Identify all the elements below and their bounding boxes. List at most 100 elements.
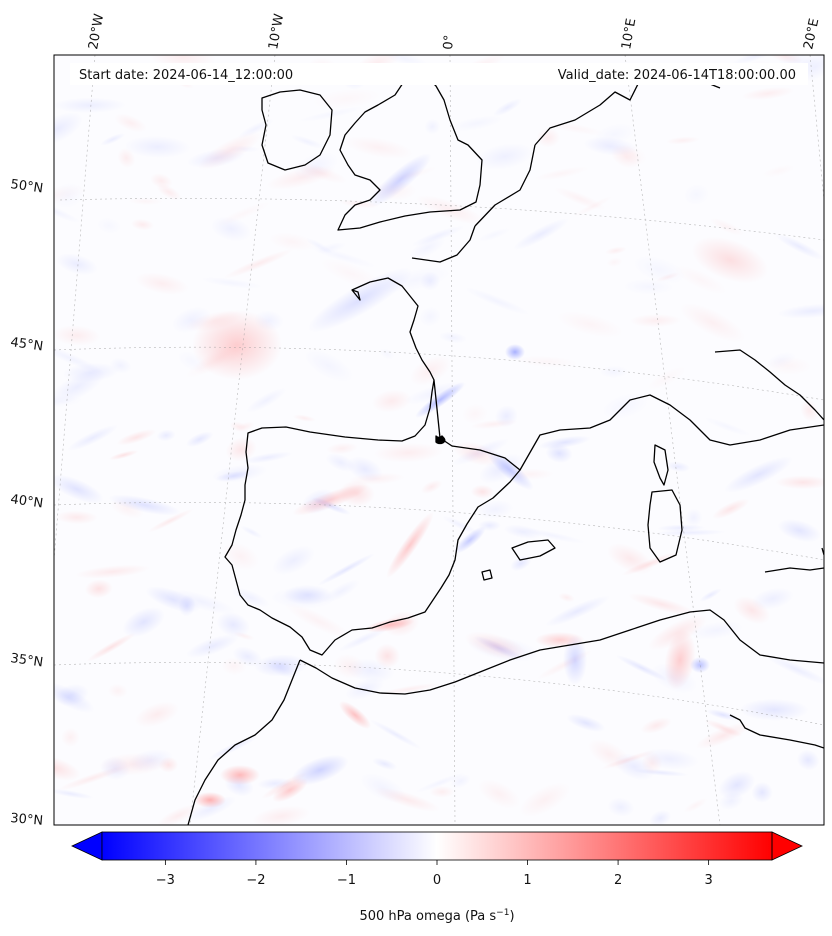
omega-anomaly [470, 484, 495, 499]
omega-anomaly [291, 754, 349, 786]
north-africa-coastline [299, 609, 824, 695]
omega-anomaly [536, 127, 561, 148]
omega-anomaly [665, 136, 700, 145]
omega-anomaly [123, 135, 191, 159]
omega-anomaly [216, 201, 271, 226]
omega-anomaly [127, 197, 163, 205]
omega-anomaly [533, 166, 590, 181]
lat-label-30n: 30°N [10, 811, 44, 829]
omega-anomaly [684, 508, 703, 527]
omega-anomaly [420, 479, 443, 494]
omega-anomaly [185, 431, 214, 447]
omega-anomaly [245, 387, 287, 413]
omega-anomaly [656, 272, 680, 282]
omega-anomaly [408, 236, 446, 260]
omega-anomaly [96, 217, 122, 235]
omega-anomaly [107, 683, 128, 699]
omega-anomaly [156, 429, 176, 442]
omega-anomaly [386, 511, 434, 579]
omega-anomaly [690, 657, 710, 673]
iberia-coastline [224, 379, 521, 656]
omega-anomaly [765, 654, 824, 686]
map-panel [54, 55, 824, 825]
omega-anomaly [268, 232, 316, 252]
omega-anomaly [317, 553, 376, 586]
omega-anomaly [67, 424, 119, 452]
omega-anomaly [461, 403, 488, 425]
omega-anomaly [359, 772, 407, 804]
colorbar-title: 500 hPa omega (Pa s−1) [359, 908, 514, 924]
omega-anomaly [252, 805, 310, 825]
omega-anomaly [374, 643, 401, 669]
omega-anomaly [157, 804, 199, 825]
sardinia-coastline [647, 489, 683, 563]
omega-anomaly [515, 355, 579, 368]
omega-anomaly [503, 524, 543, 540]
omega-anomaly [75, 564, 151, 579]
omega-anomaly [649, 810, 672, 825]
graticule [54, 55, 824, 825]
omega-anomaly [211, 464, 268, 483]
omega-anomaly [415, 772, 466, 793]
omega-anomaly [464, 631, 527, 660]
coastlines [187, 69, 824, 825]
omega-anomaly [292, 414, 317, 422]
omega-anomaly [512, 218, 569, 251]
omega-anomaly [346, 456, 383, 483]
omega-anomaly [312, 88, 382, 110]
omega-anomaly [303, 349, 354, 383]
omega-anomaly [605, 246, 627, 255]
omega-anomaly [254, 654, 308, 677]
omega-anomaly [674, 265, 728, 295]
omega-anomaly [339, 701, 371, 729]
omega-anomaly [284, 602, 352, 640]
omega-anomaly [272, 545, 315, 576]
colorbar-tick-label: 3 [704, 873, 712, 888]
omega-anomaly [379, 348, 395, 360]
omega-anomaly [469, 419, 518, 430]
valid-date-text: Valid_date: 2024-06-14T18:00:00.00 [558, 68, 796, 83]
france-coastline [351, 277, 435, 381]
omega-anomaly [131, 218, 154, 231]
omega-anomaly [599, 365, 629, 379]
colorbar-ticks: −3 −2 −1 0 1 2 3 [156, 860, 713, 888]
omega-anomaly [741, 86, 795, 101]
omega-anomaly [225, 437, 257, 462]
omega-anomaly [718, 770, 756, 799]
omega-anomaly [185, 634, 239, 659]
omega-anomaly [640, 717, 672, 734]
lat-label-45n: 45°N [9, 335, 44, 354]
colorbar-gradient [102, 832, 772, 860]
omega-anomaly [544, 595, 610, 627]
omega-anomaly [493, 98, 522, 117]
omega-anomaly [476, 499, 514, 520]
omega-anomaly [338, 627, 389, 652]
omega-anomaly [100, 133, 126, 146]
omega-anomaly [664, 630, 696, 690]
omega-anomaly [134, 701, 180, 728]
omega-anomaly [192, 310, 282, 380]
omega-anomaly [766, 351, 797, 369]
omega-anomaly [54, 368, 106, 406]
omega-anomaly [108, 494, 181, 516]
colorbar-tick-label: −1 [337, 873, 356, 888]
omega-anomaly [505, 344, 525, 360]
omega-anomaly [199, 276, 263, 289]
omega-anomaly [86, 632, 136, 662]
omega-anomaly [475, 143, 534, 170]
colorbar-tick-label: 0 [433, 873, 441, 888]
omega-anomaly [429, 785, 455, 798]
omega-anomaly [510, 555, 532, 572]
omega-anomaly [242, 451, 293, 464]
omega-anomaly [369, 719, 422, 750]
omega-anomaly [365, 617, 415, 633]
omega-anomaly [563, 635, 587, 685]
omega-anomaly [194, 792, 226, 808]
omega-anomaly [368, 153, 432, 207]
colorbar-tick-label: −3 [156, 873, 175, 888]
omega-anomaly [800, 399, 819, 422]
omega-anomaly [665, 461, 691, 473]
omega-anomaly [220, 765, 260, 785]
omega-anomaly [449, 115, 504, 132]
omega-anomaly [438, 331, 468, 344]
